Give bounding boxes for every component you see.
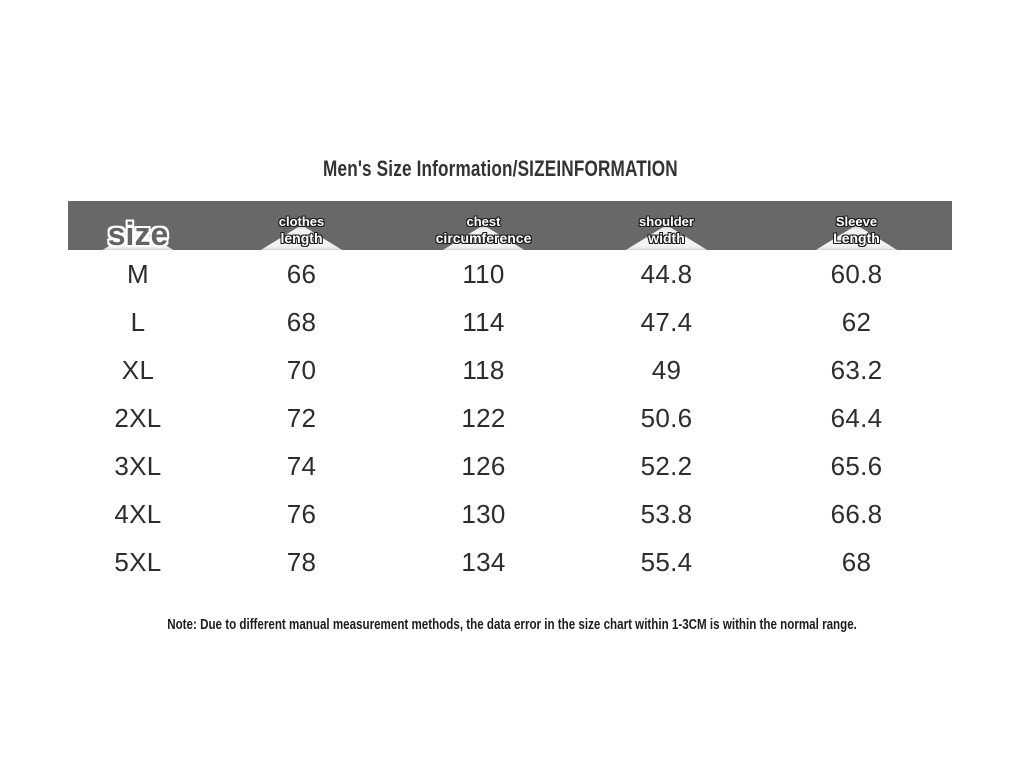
- row-size-cell: 5XL: [114, 546, 162, 577]
- header-cell-clothes: clothes length: [208, 201, 395, 250]
- table-row: M 66 110 44.8 60.8: [68, 250, 952, 298]
- row-value-cell: 64.4: [830, 402, 883, 433]
- row-size-cell: 4XL: [114, 498, 162, 529]
- header-label-line1: chest: [466, 214, 501, 229]
- row-value-cell: 126: [461, 450, 506, 481]
- row-value-cell: 114: [462, 306, 505, 337]
- header-label-line1: shoulder: [639, 214, 694, 229]
- table-body: M 66 110 44.8 60.8 L 68 114 47.4 62 XL 70 118 49 63.2 2…: [68, 250, 952, 586]
- header-label-line1: clothes: [278, 214, 325, 229]
- header-cell-sleeve: Sleeve Length: [761, 201, 952, 250]
- table-row: 5XL 78 134 55.4 68: [68, 538, 952, 586]
- row-value-cell: 130: [461, 498, 506, 529]
- table-row: XL 70 118 49 63.2: [68, 346, 952, 394]
- row-value-cell: 68: [286, 306, 317, 337]
- row-value-cell: 62: [841, 306, 872, 337]
- row-size-cell: 2XL: [114, 402, 162, 433]
- row-value-cell: 63.2: [830, 354, 883, 385]
- row-value-cell: 122: [461, 402, 506, 433]
- header-cell-shoulder: shoulder width: [572, 201, 761, 250]
- table-row: L 68 114 47.4 62: [68, 298, 952, 346]
- table-row: 3XL 74 126 52.2 65.6: [68, 442, 952, 490]
- header-cell-chest: chest circumference: [395, 201, 572, 250]
- row-value-cell: 66.8: [830, 498, 883, 529]
- row-value-cell: 44.8: [640, 258, 693, 289]
- row-size-cell: M: [127, 258, 149, 289]
- row-value-cell: 50.6: [640, 402, 693, 433]
- row-value-cell: 110: [462, 258, 505, 289]
- row-size-cell: L: [130, 306, 146, 337]
- measurement-note: Note: Due to different manual measuremen…: [0, 615, 1024, 635]
- header-label-line2: Length: [833, 230, 880, 246]
- row-size-cell: XL: [121, 354, 155, 385]
- row-value-cell: 78: [286, 546, 317, 577]
- header-label-line2: length: [280, 230, 323, 246]
- row-value-cell: 47.4: [640, 306, 693, 337]
- size-table: size clothes length chest circumference shou…: [68, 201, 952, 586]
- row-value-cell: 49: [651, 354, 682, 385]
- row-value-cell: 72: [286, 402, 317, 433]
- row-value-cell: 70: [286, 354, 317, 385]
- header-label-line2: circumference: [435, 230, 532, 246]
- row-value-cell: 134: [461, 546, 506, 577]
- row-value-cell: 76: [286, 498, 317, 529]
- header-cell-size: size: [68, 201, 208, 250]
- header-label-line2: width: [648, 230, 685, 246]
- table-header: size clothes length chest circumference shou…: [68, 201, 952, 250]
- measurement-note-text: Note: Due to different manual measuremen…: [167, 617, 857, 633]
- row-value-cell: 60.8: [830, 258, 883, 289]
- header-label-line1: Sleeve: [835, 214, 878, 229]
- size-header-label: size: [107, 216, 169, 250]
- row-value-cell: 55.4: [640, 546, 693, 577]
- row-value-cell: 53.8: [640, 498, 693, 529]
- table-row: 2XL 72 122 50.6 64.4: [68, 394, 952, 442]
- row-value-cell: 65.6: [830, 450, 883, 481]
- table-row: 4XL 76 130 53.8 66.8: [68, 490, 952, 538]
- row-size-cell: 3XL: [114, 450, 162, 481]
- page-title: Men's Size Information/SIZEINFORMATION: [0, 156, 1000, 185]
- row-value-cell: 68: [841, 546, 872, 577]
- row-value-cell: 52.2: [640, 450, 693, 481]
- row-value-cell: 118: [462, 354, 505, 385]
- row-value-cell: 66: [286, 258, 317, 289]
- row-value-cell: 74: [286, 450, 317, 481]
- page-title-text: Men's Size Information/SIZEINFORMATION: [322, 156, 678, 181]
